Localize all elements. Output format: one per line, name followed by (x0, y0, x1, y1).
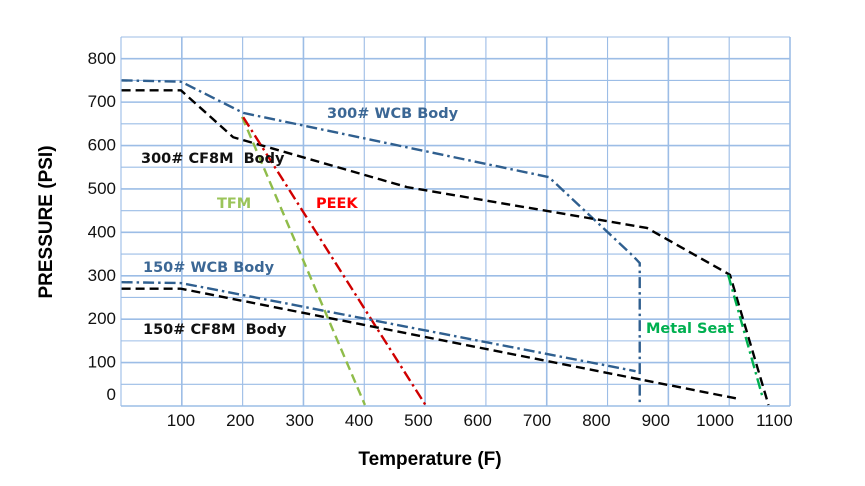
annotation-300-cf8m-body: 300# CF8M Body (141, 151, 285, 167)
x-tick-label: 300 (285, 411, 313, 430)
annotation-metal-seat: Metal Seat (646, 321, 734, 337)
annotation-150-cf8m-body: 150# CF8M Body (143, 322, 287, 338)
y-axis-title: PRESSURE (PSI) (36, 145, 57, 298)
x-tick-label: 200 (226, 411, 254, 430)
annotations: 300# WCB Body 300# CF8M Body TFM PEEK 15… (141, 106, 734, 338)
annotation-300-wcb-body: 300# WCB Body (327, 106, 459, 122)
x-tick-label: 100 (167, 411, 195, 430)
x-tick-label: 1100 (756, 411, 793, 430)
x-tick-label: 600 (464, 411, 492, 430)
series-line-300-wcb-body (121, 79, 641, 405)
y-tick-labels: 0 100 200 300 400 500 600 700 800 (88, 49, 116, 404)
annotation-tfm: TFM (217, 196, 251, 212)
y-tick-label: 400 (88, 222, 116, 241)
x-tick-label: 800 (582, 411, 610, 430)
series-line-peek (242, 116, 427, 406)
series-line-300-cf8m-body (121, 89, 770, 406)
series-line-tfm (240, 116, 367, 406)
y-tick-label: 800 (88, 49, 116, 68)
y-tick-label: 100 (88, 353, 116, 372)
x-axis-title: Temperature (F) (358, 449, 501, 470)
x-tick-labels: 100 200 300 400 500 600 700 800 900 1000 1100 (167, 411, 793, 430)
series-lines (121, 79, 770, 406)
y-tick-label: 700 (88, 92, 116, 111)
x-tick-label: 400 (345, 411, 373, 430)
series-line-150-wcb-body (121, 280, 636, 373)
annotation-peek: PEEK (316, 196, 358, 212)
x-tick-label: 500 (404, 411, 432, 430)
x-tick-label: 900 (642, 411, 670, 430)
annotation-150-wcb-body: 150# WCB Body (143, 260, 275, 276)
y-tick-label: 300 (88, 266, 116, 285)
y-tick-label: 600 (88, 136, 116, 155)
y-tick-label: 500 (88, 179, 116, 198)
y-tick-label: 0 (107, 385, 116, 404)
gridlines (120, 36, 791, 407)
x-tick-label: 1000 (696, 411, 734, 430)
x-tick-label: 700 (523, 411, 551, 430)
y-tick-label: 200 (88, 309, 116, 328)
series-line-150-cf8m-body (121, 287, 740, 401)
